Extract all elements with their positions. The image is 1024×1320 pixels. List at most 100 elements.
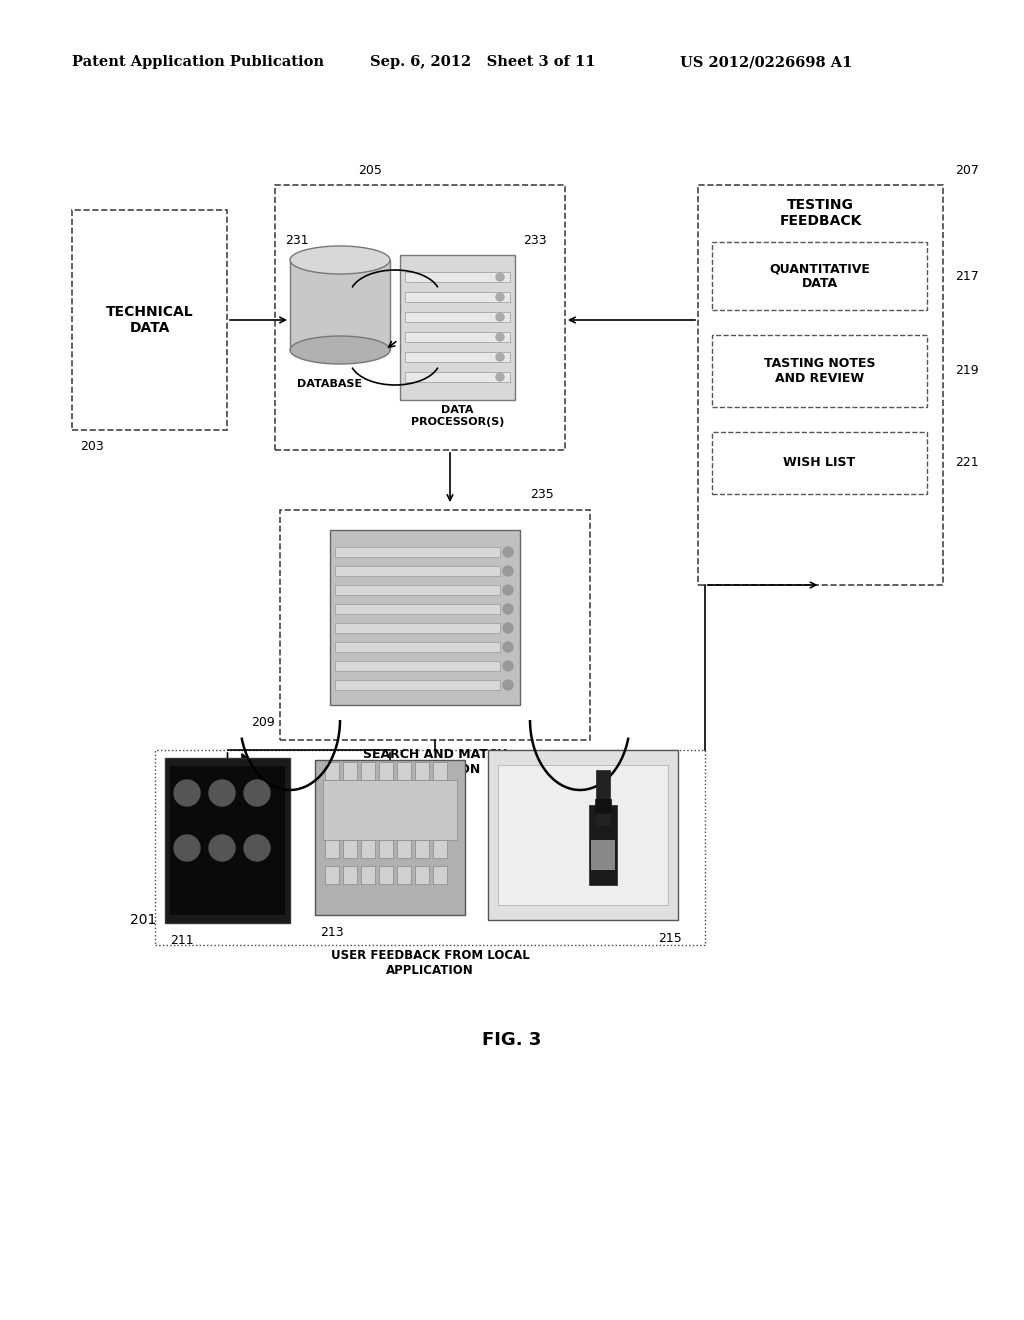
Bar — [379, 866, 393, 884]
Bar — [433, 788, 447, 807]
Bar — [361, 788, 375, 807]
Bar — [406, 372, 510, 381]
Bar — [361, 762, 375, 780]
Bar — [290, 260, 390, 350]
Bar — [155, 750, 705, 945]
Circle shape — [244, 780, 270, 807]
Bar — [498, 766, 668, 906]
Text: 219: 219 — [955, 364, 979, 378]
Bar — [406, 352, 510, 362]
Bar — [433, 840, 447, 858]
Circle shape — [174, 836, 200, 861]
Ellipse shape — [290, 337, 390, 364]
Bar — [335, 546, 500, 557]
Bar — [397, 814, 411, 832]
Bar — [712, 335, 927, 407]
Text: 207: 207 — [955, 165, 979, 177]
Bar — [343, 762, 357, 780]
Circle shape — [209, 780, 234, 807]
Bar — [330, 531, 520, 705]
Text: US 2012/0226698 A1: US 2012/0226698 A1 — [680, 55, 852, 69]
Bar — [589, 805, 617, 884]
Bar — [406, 312, 510, 322]
Bar — [397, 866, 411, 884]
Bar — [335, 605, 500, 614]
Bar — [325, 788, 339, 807]
Circle shape — [503, 566, 513, 576]
Bar — [698, 185, 943, 585]
Bar — [343, 840, 357, 858]
Bar — [712, 432, 927, 494]
Text: Patent Application Publication: Patent Application Publication — [72, 55, 324, 69]
Text: DATA
PROCESSOR(S): DATA PROCESSOR(S) — [411, 405, 504, 426]
Bar — [712, 242, 927, 310]
Bar — [361, 866, 375, 884]
Text: 233: 233 — [523, 235, 547, 248]
Bar — [361, 840, 375, 858]
Text: 221: 221 — [955, 457, 979, 470]
Bar — [596, 770, 610, 825]
Circle shape — [503, 605, 513, 614]
Bar — [343, 814, 357, 832]
Bar — [406, 272, 510, 282]
Bar — [335, 642, 500, 652]
Text: QUANTITATIVE
DATA: QUANTITATIVE DATA — [769, 261, 870, 290]
Bar — [323, 780, 457, 840]
Text: 217: 217 — [955, 269, 979, 282]
Text: SEARCH AND MATCH
APPLICATION: SEARCH AND MATCH APPLICATION — [362, 748, 507, 776]
Circle shape — [496, 333, 504, 341]
Bar — [591, 840, 615, 870]
Circle shape — [503, 642, 513, 652]
Bar — [335, 661, 500, 671]
Text: 235: 235 — [530, 488, 554, 502]
Bar — [325, 762, 339, 780]
Circle shape — [496, 313, 504, 321]
Bar — [315, 760, 465, 915]
Text: Sep. 6, 2012   Sheet 3 of 11: Sep. 6, 2012 Sheet 3 of 11 — [370, 55, 596, 69]
Bar — [325, 840, 339, 858]
Bar — [488, 750, 678, 920]
Text: WISH LIST: WISH LIST — [783, 457, 856, 470]
Bar — [170, 766, 285, 915]
Circle shape — [209, 836, 234, 861]
Bar — [433, 762, 447, 780]
Circle shape — [496, 352, 504, 360]
Text: 209: 209 — [251, 715, 275, 729]
Circle shape — [496, 273, 504, 281]
Bar — [433, 866, 447, 884]
Bar — [415, 866, 429, 884]
Bar — [335, 585, 500, 595]
Text: DATABASE: DATABASE — [297, 379, 362, 389]
Text: FIG. 3: FIG. 3 — [482, 1031, 542, 1049]
Text: TASTING NOTES
AND REVIEW: TASTING NOTES AND REVIEW — [764, 356, 876, 385]
Bar — [397, 788, 411, 807]
Text: 203: 203 — [80, 440, 103, 453]
Bar — [433, 814, 447, 832]
Text: 201: 201 — [130, 913, 157, 927]
Bar — [335, 566, 500, 576]
Bar — [406, 333, 510, 342]
Bar — [343, 866, 357, 884]
Bar — [379, 788, 393, 807]
Bar — [379, 762, 393, 780]
Circle shape — [496, 293, 504, 301]
Text: 211: 211 — [170, 935, 194, 948]
Bar — [379, 814, 393, 832]
Ellipse shape — [290, 246, 390, 275]
Bar — [335, 680, 500, 690]
Bar — [400, 255, 515, 400]
Bar — [397, 840, 411, 858]
Circle shape — [503, 546, 513, 557]
Bar — [361, 814, 375, 832]
Bar — [165, 758, 290, 923]
Bar — [335, 623, 500, 634]
Bar — [415, 762, 429, 780]
Circle shape — [244, 836, 270, 861]
Circle shape — [503, 661, 513, 671]
Bar — [415, 814, 429, 832]
Bar — [415, 788, 429, 807]
Circle shape — [503, 680, 513, 690]
Bar — [415, 840, 429, 858]
Bar — [406, 292, 510, 302]
Bar — [325, 814, 339, 832]
